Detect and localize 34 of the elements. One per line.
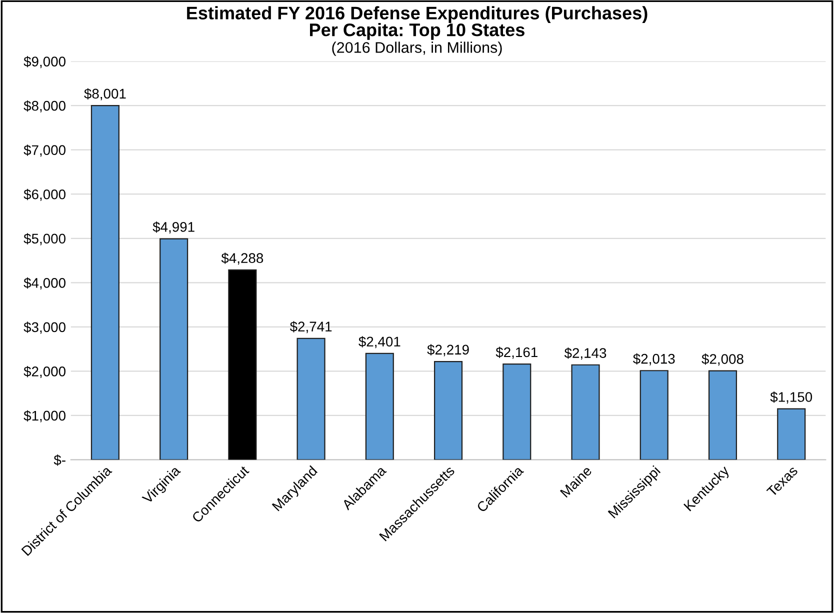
y-tick-label: $5,000 xyxy=(24,233,66,246)
data-label: $4,288 xyxy=(221,252,264,265)
chart-title: Estimated FY 2016 Defense Expenditures (Purchases) Per Capita: Top 10 States xyxy=(187,6,648,40)
data-label: $2,401 xyxy=(358,336,400,348)
chart-subtitle: (2016 Dollars, in Millions) xyxy=(332,42,502,56)
y-tick-label: $9,000 xyxy=(24,56,66,68)
bar xyxy=(90,104,120,460)
bar xyxy=(296,338,326,460)
data-label: $8,001 xyxy=(84,88,126,100)
bar xyxy=(502,364,532,460)
data-label: $1,150 xyxy=(770,392,812,404)
data-label: $2,008 xyxy=(702,354,744,366)
y-tick-label: $7,000 xyxy=(24,144,66,157)
y-tick-label: $4,000 xyxy=(24,277,66,290)
data-label: $2,219 xyxy=(427,344,469,356)
data-label: $2,143 xyxy=(564,348,606,360)
data-label: $2,161 xyxy=(496,346,538,359)
bar xyxy=(160,238,188,460)
data-label: $2,013 xyxy=(633,353,675,366)
y-tick-label: $1,000 xyxy=(24,410,66,422)
bar xyxy=(228,269,257,460)
y-tick-label: $- xyxy=(54,454,66,466)
y-tick-label: $6,000 xyxy=(24,188,66,201)
bar xyxy=(777,408,806,460)
bar xyxy=(365,352,394,460)
bar xyxy=(640,370,668,460)
data-label: $4,991 xyxy=(152,221,194,234)
y-tick-label: $2,000 xyxy=(24,366,66,378)
bar xyxy=(571,364,600,460)
y-tick-label: $3,000 xyxy=(24,322,66,334)
bar xyxy=(434,360,463,460)
bar xyxy=(708,370,738,460)
y-tick-label: $8,000 xyxy=(24,100,66,112)
data-label: $2,741 xyxy=(290,321,332,334)
